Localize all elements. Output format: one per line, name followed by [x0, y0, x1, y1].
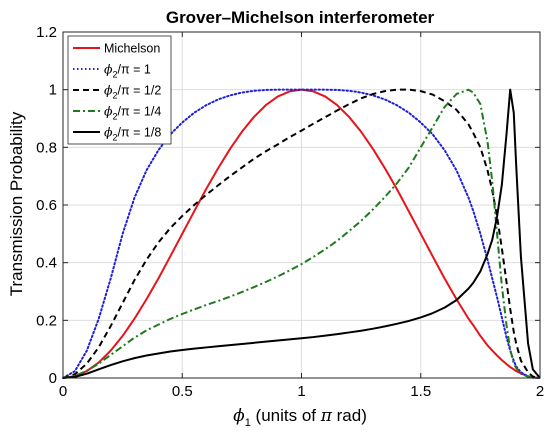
y-tick-label: 0.4: [36, 255, 57, 272]
y-tick-label: 1: [49, 82, 57, 99]
x-tick-label: 0: [59, 383, 67, 400]
y-tick-label: 0: [49, 370, 57, 387]
y-tick-label: 1.2: [36, 24, 57, 41]
legend-label-1: ϕ2/π = 1: [104, 62, 151, 80]
y-tick-label: 0.6: [36, 197, 57, 214]
axis-ticks: 0 0.5 1 1.5 2 0 0.2 0.4 0.6 0.8 1 1.2: [36, 24, 544, 400]
x-tick-label: 0.5: [172, 383, 193, 400]
y-tick-label: 0.8: [36, 139, 57, 156]
legend-label-0: Michelson: [104, 42, 160, 56]
legend: Michelson ϕ2/π = 1 ϕ2/π = 1/2 ϕ2/π = 1/4 ϕ2/…: [67, 35, 172, 145]
x-tick-label: 1.5: [410, 383, 431, 400]
series-line-1: [62, 88, 541, 379]
legend-label-4: ϕ2/π = 1/8: [104, 125, 161, 143]
series-line-3: [62, 88, 541, 379]
y-axis-label: Transmission Probability: [7, 111, 26, 296]
x-axis-label: ϕ1 (units of π rad): [233, 406, 367, 429]
x-tick-label: 1: [297, 383, 305, 400]
series-line-0: [62, 88, 541, 379]
y-tick-label: 0.2: [36, 312, 57, 329]
legend-label-2: ϕ2/π = 1/2: [104, 83, 161, 101]
x-tick-label: 2: [536, 383, 544, 400]
series-lines: [62, 88, 541, 379]
series-line-4: [62, 88, 541, 379]
legend-label-3: ϕ2/π = 1/4: [104, 104, 161, 122]
chart-title: Grover–Michelson interferometer: [166, 8, 435, 27]
